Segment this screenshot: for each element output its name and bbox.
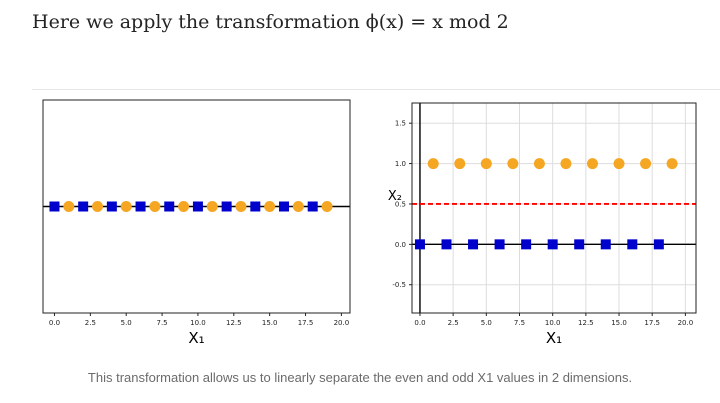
data-point-square <box>135 201 146 212</box>
y-tick-label: 1.0 <box>395 160 406 168</box>
x-tick-label: 7.5 <box>514 319 525 327</box>
y-axis-label: X₂ <box>388 189 402 204</box>
data-point-circle <box>206 201 218 212</box>
divider <box>32 89 720 90</box>
data-point-circle <box>120 201 132 212</box>
plot-frame <box>411 102 697 314</box>
data-point-circle <box>454 158 466 170</box>
figure-caption: This transformation allows us to linearl… <box>87 370 633 385</box>
data-point-circle <box>427 158 439 170</box>
data-point-circle <box>666 158 678 170</box>
x-tick-label: 12.5 <box>226 319 242 327</box>
x-tick-label: 20.0 <box>678 319 694 327</box>
figure-two-scatter-plots: 0.0 2.5 5.0 7.5 10.0 12.5 15.0 17.5 20.0 X₁ 0.0 2.… <box>42 99 697 347</box>
x-tick-label: 2.5 <box>448 319 459 327</box>
data-point-square <box>600 239 611 250</box>
data-point-circle <box>533 158 545 170</box>
data-point-circle <box>264 201 276 212</box>
y-tick-label: 0.0 <box>395 241 406 249</box>
x-tick-label: 7.5 <box>156 319 167 327</box>
data-point-square <box>414 239 425 250</box>
plot-left-1d: 0.0 2.5 5.0 7.5 10.0 12.5 15.0 17.5 20.0 X₁ <box>42 99 351 347</box>
data-point-circle <box>507 158 519 170</box>
y-tick-label: -0.5 <box>392 281 406 289</box>
article-heading: Here we apply the transformation ϕ(x) = … <box>32 11 509 33</box>
x-tick-label: 0.0 <box>49 319 60 327</box>
x-axis-label: X₁ <box>188 329 204 347</box>
plot-right-2d: 0.0 2.5 5.0 7.5 10.0 12.5 15.0 17.5 20.0 1.5 1.0 0.… <box>388 102 697 347</box>
data-point-square <box>192 201 203 212</box>
x-tick-label: 12.5 <box>578 319 594 327</box>
data-point-circle <box>613 158 625 170</box>
x-tick-label: 17.5 <box>298 319 314 327</box>
data-point-square <box>521 239 532 250</box>
data-point-square <box>441 239 452 250</box>
data-point-square <box>164 201 175 212</box>
data-point-circle <box>560 158 572 170</box>
data-point-square <box>307 201 318 212</box>
data-point-circle <box>178 201 190 212</box>
x-tick-label: 5.0 <box>121 319 132 327</box>
x-tick-label: 2.5 <box>85 319 96 327</box>
y-tick-label: 0.5 <box>395 200 406 208</box>
x-tick-label: 17.5 <box>644 319 660 327</box>
data-point-square <box>627 239 638 250</box>
x-tick-label: 5.0 <box>481 319 492 327</box>
x-tick-label: 15.0 <box>262 319 278 327</box>
data-point-circle <box>235 201 247 212</box>
data-point-square <box>49 201 60 212</box>
data-point-square <box>106 201 117 212</box>
data-point-square <box>78 201 89 212</box>
data-point-square <box>574 239 585 250</box>
data-point-circle <box>586 158 598 170</box>
plot-frame <box>42 99 351 314</box>
x-tick-label: 10.0 <box>190 319 206 327</box>
data-point-square <box>547 239 558 250</box>
x-axis-label: X₁ <box>546 329 562 347</box>
data-point-circle <box>640 158 652 170</box>
data-point-square <box>468 239 479 250</box>
data-point-circle <box>321 201 333 212</box>
data-point-circle <box>480 158 492 170</box>
data-point-square <box>221 201 232 212</box>
x-tick-label: 20.0 <box>334 319 350 327</box>
data-point-square <box>653 239 664 250</box>
data-point-circle <box>92 201 104 212</box>
x-tick-label: 10.0 <box>545 319 561 327</box>
data-point-square <box>250 201 261 212</box>
x-tick-label: 0.0 <box>414 319 425 327</box>
data-point-square <box>279 201 290 212</box>
data-point-circle <box>292 201 304 212</box>
x-tick-label: 15.0 <box>611 319 627 327</box>
y-tick-label: 1.5 <box>395 120 406 128</box>
data-point-square <box>494 239 505 250</box>
data-point-circle <box>149 201 161 212</box>
data-point-circle <box>63 201 75 212</box>
